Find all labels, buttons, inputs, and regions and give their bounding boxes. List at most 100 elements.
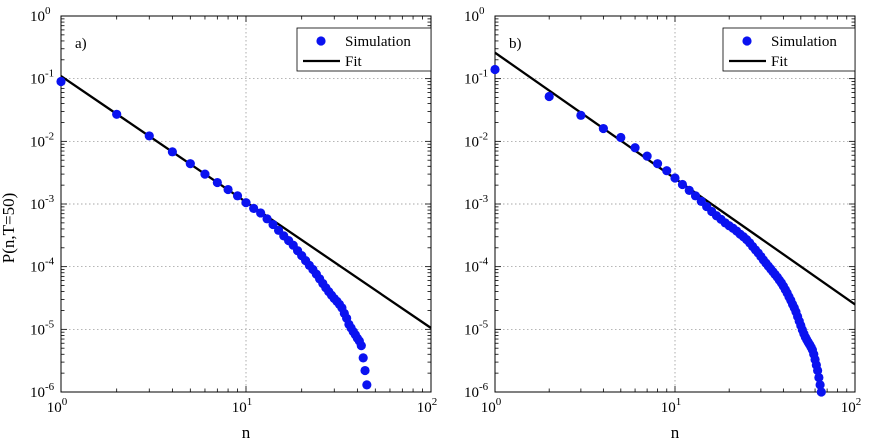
legend-fit-label: Fit: [771, 54, 789, 70]
tick-exponent: 2: [856, 396, 862, 408]
legend-box: [296, 27, 432, 72]
legend: Simulation Fit: [296, 27, 432, 72]
y-tick-label: 10-1: [464, 68, 488, 88]
data-point: [576, 110, 586, 120]
y-tick-label: 10-6: [464, 381, 489, 401]
data-point: [670, 173, 680, 183]
ticks: [60, 16, 431, 393]
x-axis-label: n: [671, 423, 680, 442]
legend-simulation-label: Simulation: [345, 34, 411, 50]
data-point: [662, 166, 672, 176]
data-point: [232, 191, 243, 201]
tick-exponent: 0: [496, 396, 502, 408]
data-point: [360, 365, 370, 376]
data-point: [816, 387, 826, 397]
data-point: [112, 109, 122, 119]
tick-exponent: -5: [45, 318, 55, 330]
grid-lines: [495, 16, 855, 392]
legend-simulation-marker: [742, 36, 752, 46]
data-point: [616, 132, 626, 143]
y-tick-label: 10-3: [464, 193, 489, 213]
data-point: [598, 123, 608, 134]
legend-box: [722, 27, 856, 72]
x-axis-label: n: [242, 423, 251, 442]
y-tick-label: 10-1: [30, 68, 54, 88]
legend-fit-label: Fit: [345, 54, 363, 70]
y-tick-label: 10-5: [464, 318, 489, 338]
y-tick-label: 10-2: [30, 130, 54, 150]
x-tick-label: 101: [661, 396, 682, 416]
data-point: [362, 380, 372, 390]
tick-exponent: -4: [45, 256, 55, 268]
data-point: [813, 365, 823, 376]
ticks: [494, 16, 855, 393]
x-tick-label: 101: [232, 396, 253, 416]
x-tick-labels: 100 101 102: [481, 396, 862, 416]
tick-exponent: -2: [45, 130, 54, 142]
data-point: [358, 353, 368, 363]
y-axis-label: P(n,T=50): [0, 193, 18, 264]
panel-label: a): [75, 36, 87, 52]
tick-exponent: -1: [479, 68, 488, 80]
tick-exponent: -3: [479, 193, 489, 205]
panel-label: b): [509, 36, 522, 52]
x-tick-label: 102: [841, 396, 862, 416]
data-point: [262, 214, 272, 224]
data-point: [144, 131, 154, 141]
data-point: [256, 208, 266, 218]
y-tick-label: 10-4: [30, 256, 55, 276]
data-point: [241, 198, 251, 208]
data-point: [630, 143, 640, 153]
legend-simulation-label: Simulation: [771, 34, 837, 50]
tick-exponent: 0: [62, 396, 68, 408]
tick-exponent: -6: [45, 381, 55, 393]
tick-exponent: 0: [479, 5, 485, 17]
x-tick-labels: 100 101 1 0 2: [47, 396, 438, 416]
tick-exponent: -1: [45, 68, 54, 80]
data-point: [690, 191, 701, 201]
data-point: [652, 159, 663, 169]
tick-exponent: 1: [247, 396, 253, 408]
y-tick-label: 100: [30, 5, 51, 25]
tick-exponent: -3: [45, 193, 55, 205]
data-point: [185, 159, 195, 169]
data-point: [167, 147, 177, 157]
data-point: [814, 372, 824, 383]
data-point: [56, 76, 66, 87]
simulation-points: [56, 76, 372, 390]
y-tick-label: 10-4: [464, 256, 489, 276]
x-tick-label: 100: [481, 396, 502, 416]
tick-exponent: 1: [676, 396, 682, 408]
legend-simulation-marker: [316, 36, 326, 46]
tick-exponent: -4: [479, 256, 489, 268]
y-tick-label: 100: [464, 5, 485, 25]
data-point: [544, 91, 554, 102]
simulation-points: [490, 64, 826, 397]
y-tick-label: 10-2: [464, 130, 488, 150]
data-point: [815, 380, 825, 390]
tick-exponent: -6: [479, 381, 489, 393]
data-point: [677, 179, 688, 190]
data-point: [249, 203, 259, 214]
data-point: [490, 64, 500, 75]
data-point: [642, 151, 652, 161]
data-point: [212, 177, 222, 188]
data-point: [684, 185, 694, 195]
y-tick-labels: 100 10-1 10-2 10-3 10-4 10-5 10-6: [464, 5, 489, 401]
y-tick-label: 10-3: [30, 193, 55, 213]
data-point: [200, 169, 210, 179]
data-point: [356, 341, 366, 351]
tick-exponent: -5: [479, 318, 489, 330]
y-tick-label: 10-5: [30, 318, 55, 338]
x-tick-label: 100: [47, 396, 68, 416]
data-point: [268, 219, 278, 230]
y-tick-labels: 100 10-1 10-2 10-3 10-4 10-5 10-6: [30, 5, 55, 401]
panel-a: 100 101 1 0 2 100 10-1 10-2 10-3 10-4 10-5 10-6 a)…: [30, 5, 437, 442]
data-point: [223, 184, 233, 195]
y-tick-label: 10-6: [30, 381, 55, 401]
tick-exponent: -2: [479, 130, 488, 142]
tick-exponent: 2: [432, 396, 438, 408]
legend: Simulation Fit: [722, 27, 856, 72]
